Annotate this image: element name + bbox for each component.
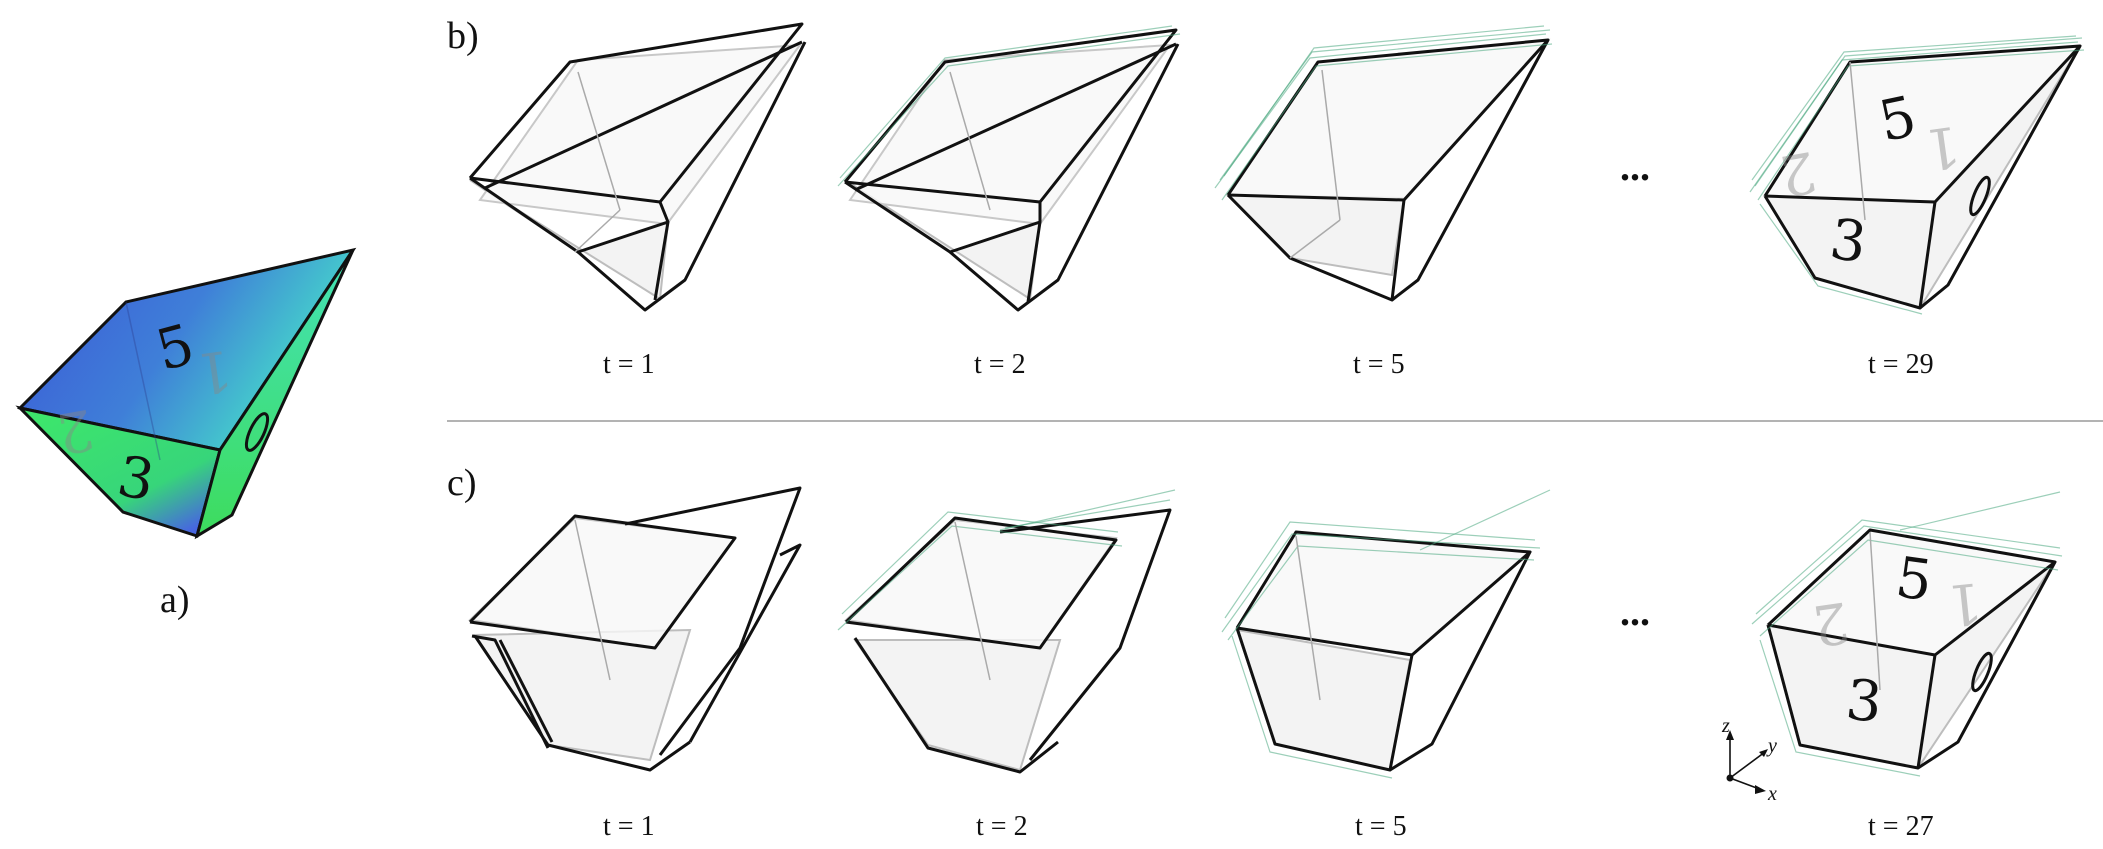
panel-b: b) xyxy=(447,15,2085,380)
cube-hidden-edge xyxy=(125,301,161,461)
b-frame-1 xyxy=(468,22,807,312)
c-frame-1 xyxy=(467,486,802,772)
b-ellipsis: ... xyxy=(1620,144,1650,189)
axes-indicator: z y x xyxy=(1721,715,1777,805)
c-frame-2 xyxy=(837,489,1176,774)
axis-label-y: y xyxy=(1766,735,1777,757)
cube-face-right xyxy=(194,249,355,540)
c-time-2: t = 2 xyxy=(976,811,1028,842)
panel-a-label: a) xyxy=(160,579,190,621)
b-time-3: t = 5 xyxy=(1353,349,1405,380)
panel-c: c) xyxy=(447,462,2063,842)
panel-a: 5 1 2 3 a) xyxy=(15,247,357,621)
c-time-1: t = 1 xyxy=(603,811,655,842)
c-time-3: t = 5 xyxy=(1355,811,1407,842)
cube-digit-right xyxy=(244,412,270,452)
c-frame-4: 5 1 2 3 xyxy=(1751,491,2063,777)
panel-b-label: b) xyxy=(447,15,479,57)
panel-c-label: c) xyxy=(447,462,477,504)
b4-digit-right xyxy=(1969,175,1991,217)
b-time-4: t = 29 xyxy=(1868,349,1934,380)
axis-label-x: x xyxy=(1767,783,1777,805)
c-frame-3 xyxy=(1221,489,1551,779)
c4-digit-front: 3 xyxy=(1843,668,1885,736)
c-time-4: t = 27 xyxy=(1868,811,1934,842)
b-frame-4: 5 1 2 3 xyxy=(1749,35,2085,315)
c4-digit-right xyxy=(1971,651,1993,693)
b-frame-3 xyxy=(1214,25,1553,302)
c-ellipsis: ... xyxy=(1620,589,1650,634)
c4-digit-back: 1 xyxy=(1943,569,1985,637)
b-frame-2 xyxy=(837,25,1181,312)
b-time-1: t = 1 xyxy=(603,349,655,380)
b-time-2: t = 2 xyxy=(974,349,1026,380)
axis-label-z: z xyxy=(1721,715,1730,737)
